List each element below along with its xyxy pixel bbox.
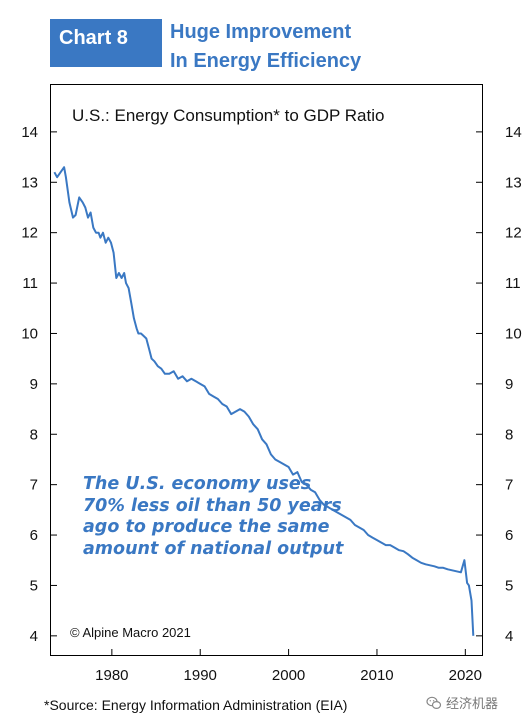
y-tick-label-right: 12 [505,225,522,242]
chart-annotation: The U.S. economy uses 70% less oil than … [83,474,343,560]
y-tick-label-right: 13 [505,174,522,191]
y-tick-label-right: 9 [505,376,513,393]
watermark-text: 经济机器 [446,696,499,711]
y-tick-label-right: 8 [505,426,513,443]
y-tick-label-left: 9 [30,376,38,393]
wechat-icon [426,696,442,709]
y-tick-label-left: 12 [21,225,38,242]
headline-line-1: Huge Improvement [170,21,352,43]
watermark: 经济机器 [426,693,498,712]
x-tick-label: 2000 [272,667,305,684]
y-tick-label-left: 7 [30,477,38,494]
y-tick-label-right: 7 [505,477,513,494]
x-tick-label: 1990 [184,667,217,684]
x-tick-label: 2010 [360,667,393,684]
annotation-line: amount of national output [83,538,344,559]
y-tick-label-left: 4 [30,628,38,645]
x-tick-label: 1980 [95,667,128,684]
y-tick-label-left: 13 [21,174,38,191]
x-tick-label: 2020 [449,667,482,684]
y-tick-label-right: 5 [505,577,513,594]
y-tick-label-right: 14 [505,124,522,141]
chart-headline: Huge Improvement In Energy Efficiency [170,18,361,76]
y-tick-label-left: 8 [30,426,38,443]
copyright-note: © Alpine Macro 2021 [70,625,191,640]
annotation-line: 70% less oil than 50 years [83,495,342,516]
chart-title: U.S.: Energy Consumption* to GDP Ratio [72,106,385,125]
annotation-line: The U.S. economy uses [83,474,312,494]
y-tick-label-left: 11 [22,275,38,292]
y-tick-label-right: 11 [505,275,521,292]
y-tick-label-left: 6 [30,527,38,544]
y-tick-label-right: 6 [505,527,513,544]
plot-frame [50,84,483,656]
y-tick-label-left: 10 [21,325,38,342]
source-note: *Source: Energy Information Administrati… [44,697,348,713]
annotation-line: ago to produce the same [83,517,330,537]
y-tick-label-left: 14 [21,124,38,141]
y-tick-label-right: 4 [505,628,513,645]
series-line [53,166,475,636]
headline-line-2: In Energy Efficiency [170,50,362,72]
y-tick-label-right: 10 [505,325,522,342]
chart-number-tag: Chart 8 [50,19,162,67]
y-tick-label-left: 5 [30,577,38,594]
